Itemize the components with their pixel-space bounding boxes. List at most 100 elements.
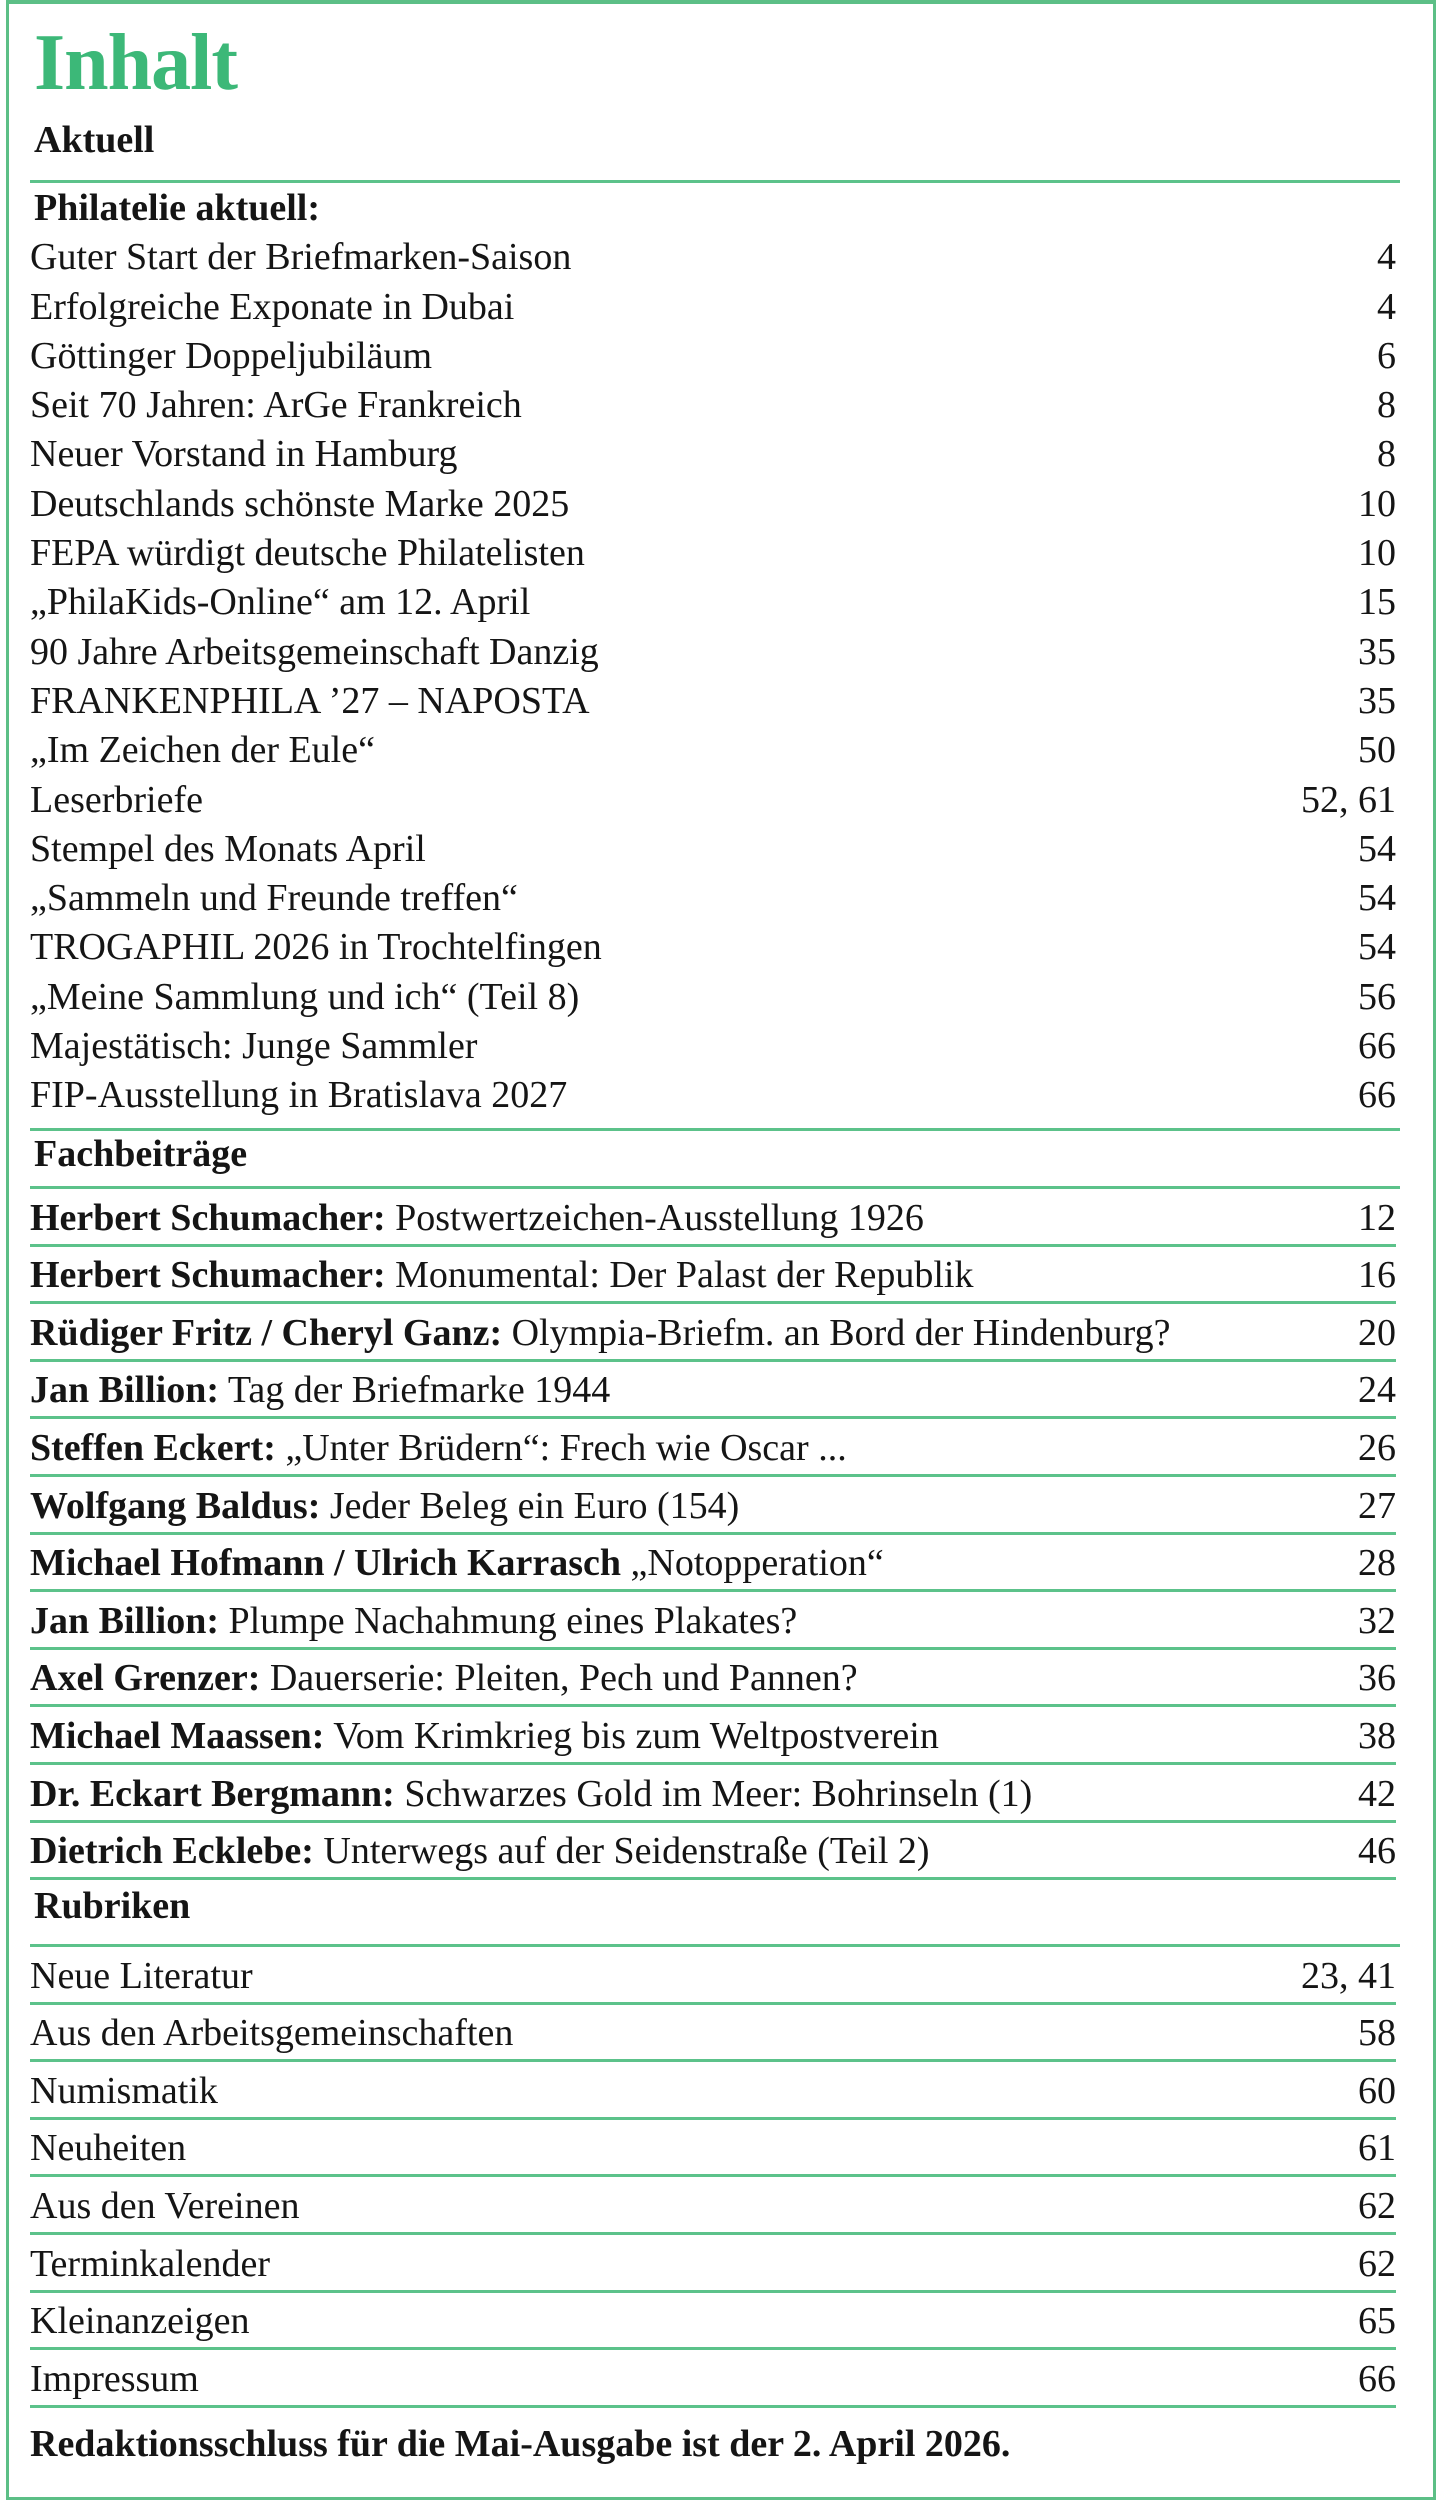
toc-entry: Wolfgang Baldus: Jeder Beleg ein Euro (1… xyxy=(30,1477,1396,1535)
toc-entry: Herbert Schumacher: Monumental: Der Pala… xyxy=(30,1247,1396,1305)
toc-entry: Leserbriefe 52, 61 xyxy=(30,772,1396,821)
entry-title: Jan Billion: Plumpe Nachahmung eines Pla… xyxy=(30,1599,797,1643)
toc-entry: Stempel des Monats April 54 xyxy=(30,822,1396,871)
toc-entry: Neuer Vorstand in Hamburg 8 xyxy=(30,427,1396,476)
divider xyxy=(30,1128,1400,1131)
entry-author: Axel Grenzer: xyxy=(30,1657,261,1700)
toc-entry: Jan Billion: Tag der Briefmarke 1944 24 xyxy=(30,1362,1396,1420)
toc-entry: TROGAPHIL 2026 in Trochtelfingen 54 xyxy=(30,920,1396,969)
page-number: 12 xyxy=(1358,1196,1396,1239)
entry-article-title: Plumpe Nachahmung eines Plakates? xyxy=(219,1599,798,1642)
entry-title: Neuer Vorstand in Hamburg xyxy=(30,433,458,476)
page-number: 54 xyxy=(1358,827,1396,870)
toc-entry: 90 Jahre Arbeitsgemeinschaft Danzig 35 xyxy=(30,624,1396,673)
entry-title: Neuheiten xyxy=(30,2127,187,2170)
entry-title: Terminkalender xyxy=(30,2242,271,2285)
entry-author: Dietrich Ecklebe: xyxy=(30,1830,314,1873)
entry-title: „Sammeln und Freunde treffen“ xyxy=(30,877,518,920)
section-heading-fachbeitraege: Fachbeiträge xyxy=(34,1133,248,1175)
toc-entry: Dietrich Ecklebe: Unterwegs auf der Seid… xyxy=(30,1823,1396,1881)
divider xyxy=(30,1944,1400,1947)
entry-title: Herbert Schumacher: Postwertzeichen-Auss… xyxy=(30,1196,924,1240)
entry-title: Deutschlands schönste Marke 2025 xyxy=(30,482,570,525)
entry-article-title: Jeder Beleg ein Euro (154) xyxy=(320,1484,740,1527)
entry-title: Impressum xyxy=(30,2357,199,2400)
entry-author: Wolfgang Baldus: xyxy=(30,1484,321,1527)
entry-title: Rüdiger Fritz / Cheryl Ganz: Olympia-Bri… xyxy=(30,1311,1170,1355)
page-title: Inhalt xyxy=(34,19,238,107)
toc-entry: „Meine Sammlung und ich“ (Teil 8) 56 xyxy=(30,969,1396,1018)
page-number: 62 xyxy=(1358,2184,1396,2227)
entry-article-title: Unterwegs auf der Seidenstraße (Teil 2) xyxy=(313,1830,930,1873)
page-number: 62 xyxy=(1358,2242,1396,2285)
page-number: 32 xyxy=(1358,1599,1396,1642)
entry-author: Dr. Eckart Bergmann: xyxy=(30,1772,395,1815)
toc-entry: Aus den Arbeitsgemeinschaften 58 xyxy=(30,2005,1396,2063)
entry-author: Steffen Eckert: xyxy=(30,1426,276,1469)
entry-title: Kleinanzeigen xyxy=(30,2300,250,2343)
entry-article-title: Vom Krimkrieg bis zum Weltpostverein xyxy=(324,1714,939,1757)
page-number: 46 xyxy=(1358,1830,1396,1873)
entry-title: Guter Start der Briefmarken-Saison xyxy=(30,236,572,279)
page-number: 6 xyxy=(1377,334,1396,377)
entry-article-title: Postwertzeichen-Ausstellung 1926 xyxy=(385,1196,924,1239)
page-number: 35 xyxy=(1358,679,1396,722)
entry-title: Göttinger Doppeljubiläum xyxy=(30,334,433,377)
entry-title: Herbert Schumacher: Monumental: Der Pala… xyxy=(30,1253,973,1297)
page-number: 35 xyxy=(1358,630,1396,673)
entry-article-title: „Notopperation“ xyxy=(621,1542,884,1585)
entry-author: Jan Billion: xyxy=(30,1369,219,1412)
page-number: 54 xyxy=(1358,926,1396,969)
entry-title: Seit 70 Jahren: ArGe Frankreich xyxy=(30,384,522,427)
rubriken-list: Neue Literatur 23, 41 Aus den Arbeitsgemei… xyxy=(30,1947,1396,2408)
toc-entry: Steffen Eckert: „Unter Brüdern“: Frech w… xyxy=(30,1419,1396,1477)
page-number: 58 xyxy=(1358,2012,1396,2055)
toc-entry: Neuheiten 61 xyxy=(30,2120,1396,2178)
toc-entry: Deutschlands schönste Marke 2025 10 xyxy=(30,476,1396,525)
page-number: 15 xyxy=(1358,581,1396,624)
toc-entry: Guter Start der Briefmarken-Saison 4 xyxy=(30,230,1396,279)
toc-entry: Numismatik 60 xyxy=(30,2062,1396,2120)
entry-title: „Im Zeichen der Eule“ xyxy=(30,729,375,772)
entry-article-title: Olympia-Briefm. an Bord der Hindenburg? xyxy=(502,1311,1171,1354)
entry-author: Rüdiger Fritz / Cheryl Ganz: xyxy=(30,1311,503,1354)
section-heading-rubriken: Rubriken xyxy=(34,1885,191,1927)
page-number: 56 xyxy=(1358,975,1396,1018)
entry-title: Michael Hofmann / Ulrich Karrasch „Notop… xyxy=(30,1541,884,1585)
entry-title: Dr. Eckart Bergmann: Schwarzes Gold im M… xyxy=(30,1772,1032,1816)
page-number: 28 xyxy=(1358,1542,1396,1585)
toc-entry: Dr. Eckart Bergmann: Schwarzes Gold im M… xyxy=(30,1765,1396,1823)
toc-entry: Axel Grenzer: Dauerserie: Pleiten, Pech … xyxy=(30,1650,1396,1708)
toc-entry: Neue Literatur 23, 41 xyxy=(30,1947,1396,2005)
entry-article-title: Monumental: Der Palast der Republik xyxy=(385,1254,974,1297)
entry-title: FEPA würdigt deutsche Philatelisten xyxy=(30,532,585,575)
entry-author: Herbert Schumacher: xyxy=(30,1196,386,1239)
entry-title: Numismatik xyxy=(30,2069,218,2112)
entry-title: FRANKENPHILA ’27 – NAPOSTA xyxy=(30,679,590,722)
toc-entry: Herbert Schumacher: Postwertzeichen-Auss… xyxy=(30,1189,1396,1247)
page-number: 8 xyxy=(1377,384,1396,427)
toc-entry: Jan Billion: Plumpe Nachahmung eines Pla… xyxy=(30,1592,1396,1650)
page-number: 52, 61 xyxy=(1301,778,1396,821)
entry-title: Michael Maassen: Vom Krimkrieg bis zum W… xyxy=(30,1714,939,1758)
entry-title: Majestätisch: Junge Sammler xyxy=(30,1025,478,1068)
entry-title: Neue Literatur xyxy=(30,1954,253,1997)
entry-title: Dietrich Ecklebe: Unterwegs auf der Seid… xyxy=(30,1829,930,1873)
editorial-deadline-note: Redaktionsschluss für die Mai-Ausgabe is… xyxy=(30,2423,1011,2465)
entry-title: TROGAPHIL 2026 in Trochtelfingen xyxy=(30,926,602,969)
page-number: 65 xyxy=(1358,2300,1396,2343)
page-number: 66 xyxy=(1358,1074,1396,1117)
toc-entry: Terminkalender 62 xyxy=(30,2235,1396,2293)
entry-article-title: Schwarzes Gold im Meer: Bohrinseln (1) xyxy=(394,1772,1033,1815)
entry-title: Aus den Arbeitsgemeinschaften xyxy=(30,2012,514,2055)
page-number: 16 xyxy=(1358,1254,1396,1297)
page-number: 42 xyxy=(1358,1772,1396,1815)
section-heading-aktuell: Aktuell xyxy=(34,119,155,161)
entry-title: „Meine Sammlung und ich“ (Teil 8) xyxy=(30,975,580,1018)
entry-article-title: Tag der Briefmarke 1944 xyxy=(219,1369,611,1412)
toc-entry: Aus den Vereinen 62 xyxy=(30,2177,1396,2235)
toc-entry: Impressum 66 xyxy=(30,2350,1396,2408)
toc-entry: „PhilaKids-Online“ am 12. April 15 xyxy=(30,575,1396,624)
page-number: 38 xyxy=(1358,1714,1396,1757)
entry-title: Steffen Eckert: „Unter Brüdern“: Frech w… xyxy=(30,1426,847,1470)
